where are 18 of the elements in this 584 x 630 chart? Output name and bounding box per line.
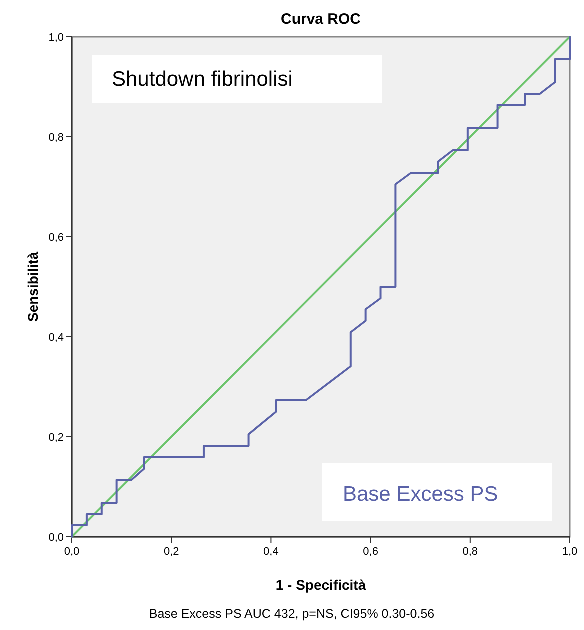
y-tick-label: 0,2 bbox=[48, 432, 64, 444]
x-tick-label: 1,0 bbox=[562, 546, 578, 558]
y-tick-label: 0,6 bbox=[48, 232, 64, 244]
chart-title: Curva ROC bbox=[280, 11, 362, 28]
x-axis-title: 1 - Specificità bbox=[276, 577, 366, 593]
x-tick-label: 0,8 bbox=[462, 546, 478, 558]
y-axis-title: Sensibilità bbox=[25, 252, 41, 322]
x-tick-label: 0,6 bbox=[363, 546, 378, 558]
annotation: Shutdown fibrinolisi bbox=[112, 68, 293, 91]
x-tick-label: 0,0 bbox=[64, 546, 80, 558]
text: Base Excess PS bbox=[343, 483, 498, 506]
text: Base Excess PS AUC 432, p=NS, CI95% 0.30-0.56 bbox=[149, 607, 435, 621]
y-tick-label: 0,8 bbox=[48, 132, 64, 144]
y-tick-label: 1,0 bbox=[48, 32, 64, 44]
x-tick-label: 0,4 bbox=[264, 546, 279, 558]
y-tick-label: 0,0 bbox=[48, 532, 64, 544]
x-tick-label: 0,2 bbox=[164, 546, 180, 558]
y-tick-label: 0,4 bbox=[48, 332, 64, 344]
